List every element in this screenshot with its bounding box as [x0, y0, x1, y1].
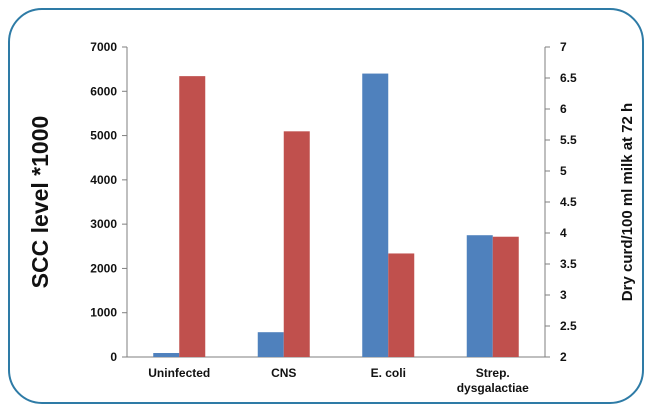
bar-dry-curd-2	[388, 253, 415, 357]
right-tick-label: 5	[560, 164, 567, 178]
left-tick-label: 5000	[90, 129, 117, 143]
left-tick-label: 2000	[90, 261, 117, 275]
bar-dry-curd-1	[283, 131, 310, 357]
left-tick-label: 4000	[90, 173, 117, 187]
right-tick-label: 7	[560, 40, 567, 54]
left-tick-label: 7000	[90, 40, 117, 54]
category-labels: Uninfected CNS E. coli Strep.dysgalactiae	[148, 366, 529, 395]
right-tick-label: 3	[560, 288, 567, 302]
category-label: CNS	[271, 366, 296, 380]
bar-scc-1	[257, 332, 284, 357]
left-tick-label: 3000	[90, 217, 117, 231]
right-tick-label: 5.5	[560, 133, 577, 147]
right-tick-label: 6.5	[560, 71, 577, 85]
right-tick-label: 4	[560, 226, 567, 240]
category-label: E. coli	[371, 366, 406, 380]
right-tick-label: 2	[560, 350, 567, 364]
category-label: Uninfected	[148, 366, 210, 380]
left-tick-label: 1000	[90, 306, 117, 320]
right-y-axis-label: Dry curd/100 ml milk at 72 h	[619, 103, 636, 301]
bar-scc-2	[362, 73, 389, 358]
right-y-ticks: 2 2.5 3 3.5 4 4.5 5 5.5 6 6.5 7	[545, 40, 577, 364]
left-tick-label: 6000	[90, 84, 117, 98]
right-tick-label: 2.5	[560, 319, 577, 333]
left-y-axis-label: SCC level *1000	[27, 116, 53, 289]
right-tick-label: 6	[560, 102, 567, 116]
bar-scc-0	[153, 353, 180, 357]
left-tick-label: 0	[110, 350, 117, 364]
right-tick-label: 3.5	[560, 257, 577, 271]
category-label: dysgalactiae	[457, 381, 529, 395]
left-y-ticks: 0 1000 2000 3000 4000 5000 6000 7000	[90, 40, 127, 364]
category-label: Strep.	[476, 366, 510, 380]
bar-dry-curd-3	[492, 236, 519, 357]
right-tick-label: 4.5	[560, 195, 577, 209]
chart-frame	[8, 8, 644, 404]
bars-group	[153, 73, 519, 358]
bar-dry-curd-0	[179, 76, 206, 357]
bar-scc-3	[466, 235, 493, 357]
